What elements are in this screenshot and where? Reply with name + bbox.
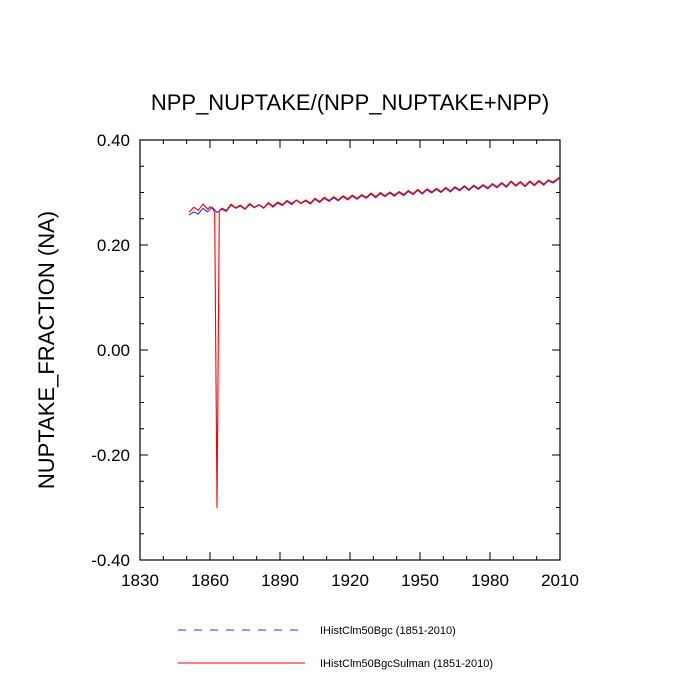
y-axis-label: NUPTAKE_FRACTION (NA)	[34, 211, 59, 489]
series-line-2	[188, 176, 561, 509]
y-tick-label: -0.20	[91, 446, 130, 465]
x-tick-label: 1920	[331, 571, 369, 590]
y-tick-label: -0.40	[91, 551, 130, 570]
x-tick-label: 1890	[261, 571, 299, 590]
y-tick-label: 0.40	[97, 131, 130, 150]
chart-title: NPP_NUPTAKE/(NPP_NUPTAKE+NPP)	[151, 90, 549, 115]
y-tick-label: 0.20	[97, 236, 130, 255]
legend-label-2: IHistClm50BgcSulman (1851-2010)	[320, 658, 493, 670]
x-tick-label: 1830	[121, 571, 159, 590]
x-tick-label: 1980	[471, 571, 509, 590]
legend: IHistClm50Bgc (1851-2010) IHistClm50BgcSu…	[178, 625, 493, 670]
x-tick-label: 2010	[541, 571, 579, 590]
plot-area: 1830 1860 1890 1920 1950 1980 2010 -0.40 -0.20 0.…	[91, 131, 579, 590]
legend-label-1: IHistClm50Bgc (1851-2010)	[320, 625, 456, 637]
plot-frame	[139, 139, 561, 561]
series-line-1	[188, 177, 561, 216]
x-tick-label: 1950	[401, 571, 439, 590]
y-tick-label: 0.00	[97, 341, 130, 360]
x-tick-label: 1860	[191, 571, 229, 590]
